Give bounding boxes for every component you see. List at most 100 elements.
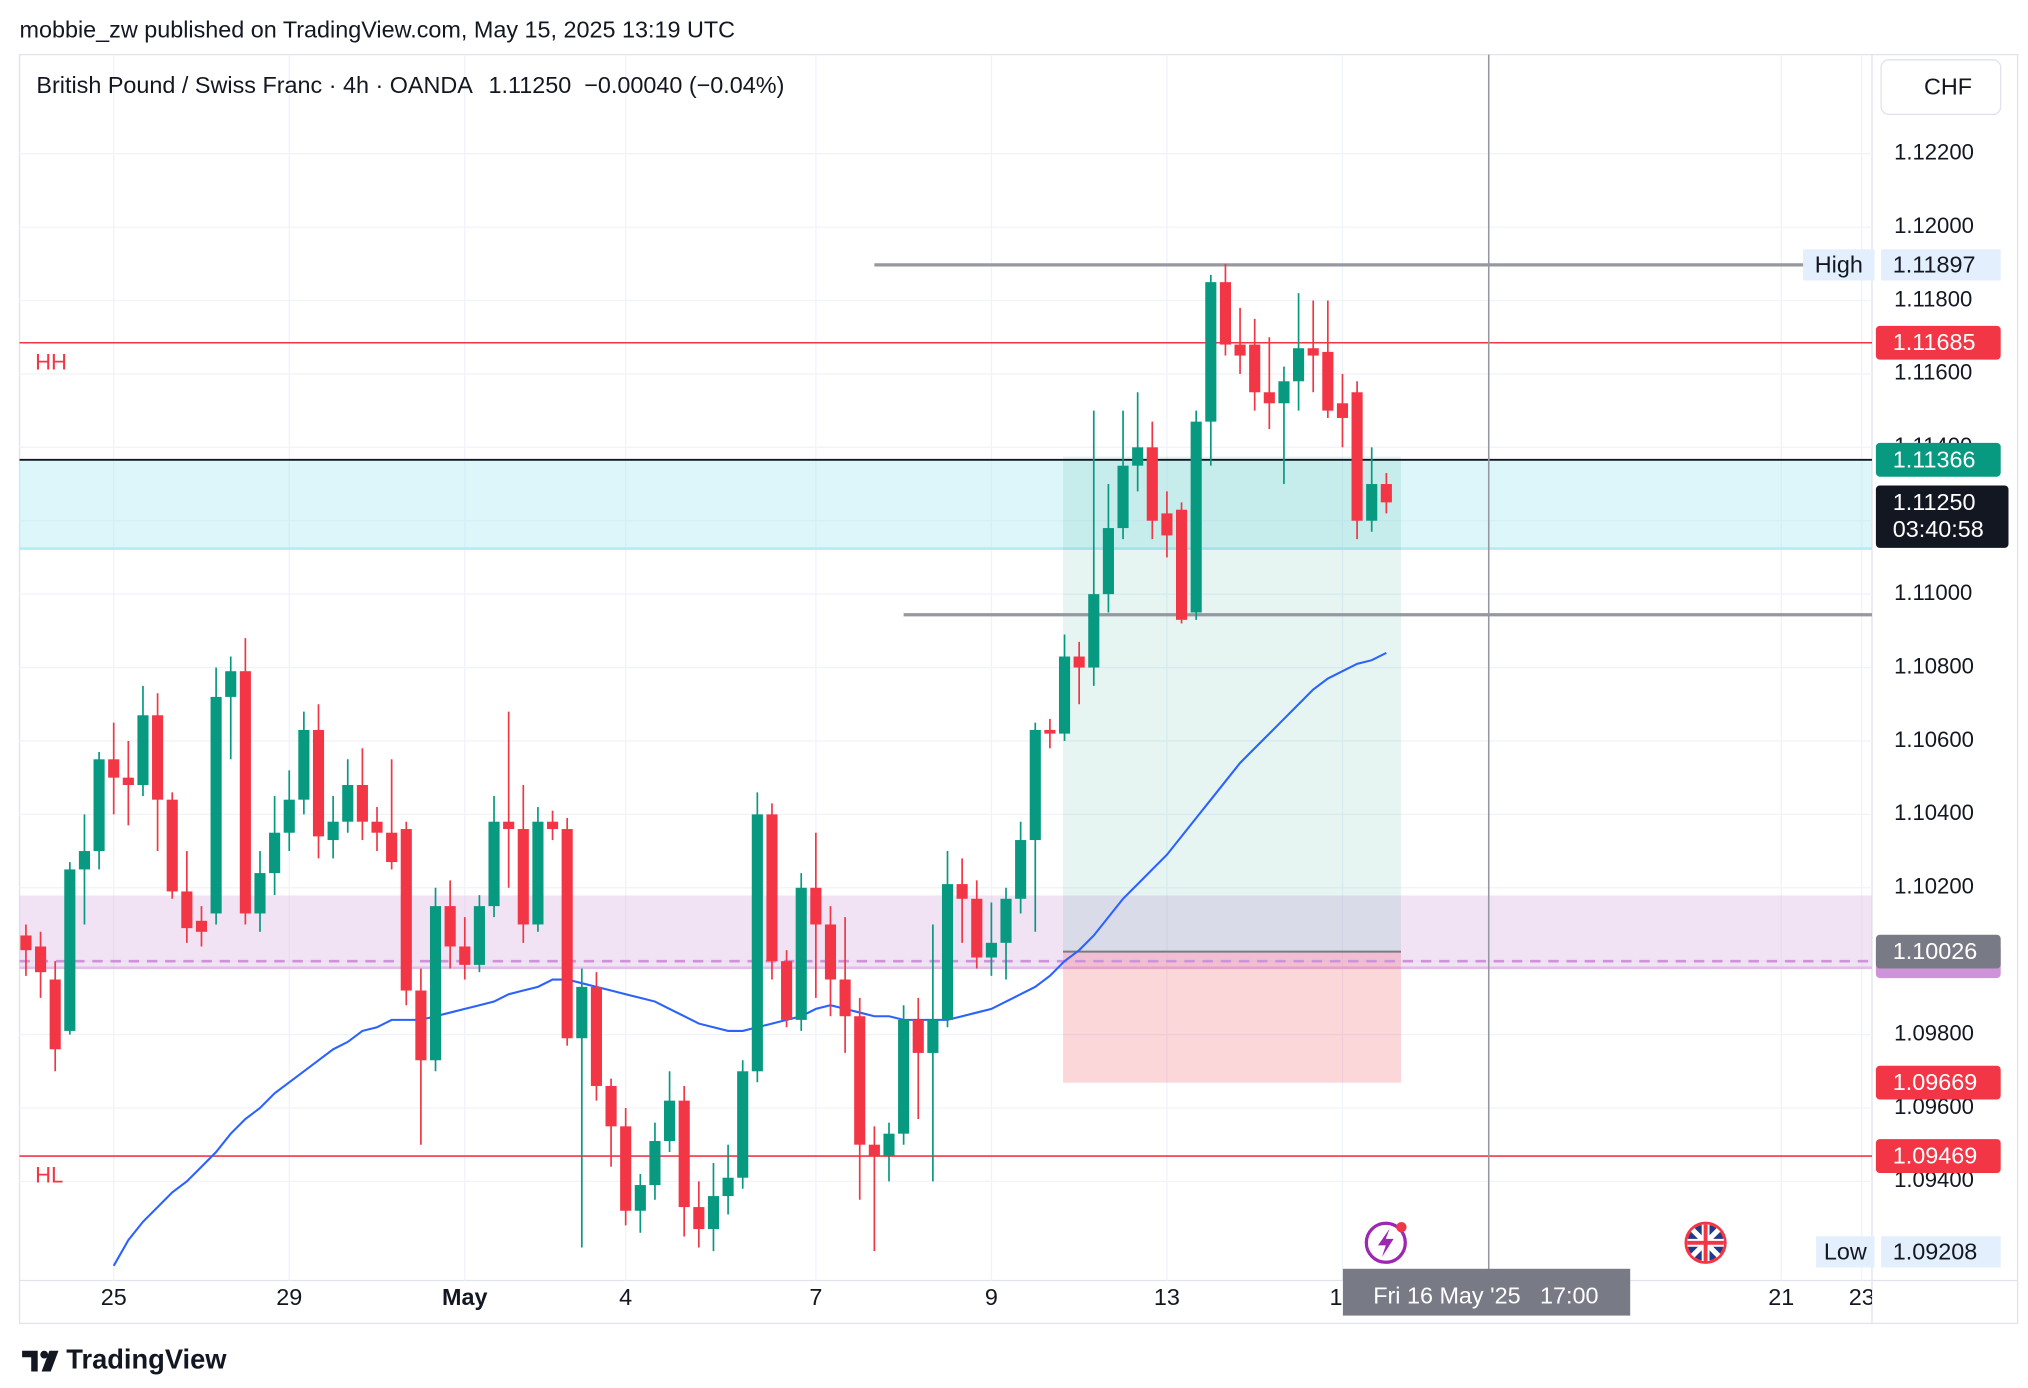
candle-body bbox=[1132, 447, 1144, 466]
candle-body bbox=[342, 784, 354, 822]
flag-cross-red bbox=[1687, 1224, 1724, 1261]
candle-body bbox=[898, 1019, 910, 1134]
candle-body bbox=[1219, 282, 1231, 345]
y-tick-label: 1.12200 bbox=[1894, 140, 1974, 165]
candle-body bbox=[839, 979, 851, 1017]
candle-body bbox=[254, 873, 266, 914]
candle-body bbox=[1249, 344, 1261, 393]
chart-frame bbox=[18, 53, 2019, 1325]
candle-body bbox=[678, 1100, 690, 1208]
candle-body bbox=[1073, 656, 1085, 668]
candle-body bbox=[956, 884, 968, 899]
candle-body bbox=[1366, 484, 1378, 521]
candle-body bbox=[707, 1196, 720, 1230]
candle-body bbox=[400, 829, 412, 991]
candle-body bbox=[546, 821, 559, 830]
candle-body bbox=[459, 946, 471, 965]
candle-body bbox=[1307, 348, 1319, 356]
candle-body bbox=[210, 696, 222, 914]
x-tick-label: 29 bbox=[276, 1284, 302, 1310]
zone bbox=[19, 459, 1872, 549]
y-tick-label: 1.09800 bbox=[1894, 1020, 1974, 1045]
entry-badge-bg bbox=[1875, 934, 2001, 969]
candle-body bbox=[737, 1071, 749, 1178]
level-badge-bg bbox=[1875, 1139, 2001, 1173]
x-tick-label: 4 bbox=[619, 1284, 632, 1310]
y-tick-label: 1.12000 bbox=[1894, 213, 1974, 238]
candle-body bbox=[108, 759, 120, 778]
entry-badge: 1.10026 bbox=[1893, 938, 1978, 964]
candle-body bbox=[1088, 594, 1100, 668]
x-tick-label: 21 bbox=[1768, 1284, 1794, 1310]
candle-body bbox=[327, 821, 339, 841]
lightning-icon[interactable] bbox=[1364, 1221, 1407, 1264]
candle-body bbox=[152, 715, 164, 800]
candle-body bbox=[386, 832, 398, 863]
candle-body bbox=[810, 887, 822, 925]
candle-body bbox=[824, 924, 837, 980]
crosshair-label-bg bbox=[1342, 1268, 1631, 1316]
candle-body bbox=[137, 715, 149, 785]
candle-body bbox=[269, 832, 281, 874]
extreme-badge-bg bbox=[1881, 249, 2001, 281]
level-name: HL bbox=[35, 1163, 63, 1188]
candle-body bbox=[781, 961, 793, 1020]
extreme-tag: High bbox=[1815, 251, 1863, 277]
x-tick-label: 7 bbox=[809, 1284, 822, 1310]
extreme-tag-bg bbox=[1816, 1236, 1875, 1268]
x-tick-label: 13 bbox=[1154, 1284, 1180, 1310]
plot-area: HH HL bbox=[19, 54, 1872, 1281]
x-tick-label: May bbox=[442, 1284, 487, 1310]
y-tick-label: 1.10400 bbox=[1894, 800, 1974, 825]
candle-body bbox=[1102, 528, 1114, 595]
candle-body bbox=[1190, 421, 1202, 613]
candle-body bbox=[868, 1144, 880, 1156]
candle-body bbox=[517, 829, 529, 925]
currency-label[interactable]: CHF bbox=[1924, 74, 1972, 100]
candle-body bbox=[941, 884, 954, 1020]
candle-body bbox=[312, 729, 325, 837]
candle-body bbox=[1205, 282, 1217, 422]
candle-body bbox=[49, 979, 61, 1050]
candle-body bbox=[634, 1185, 646, 1211]
candle-body bbox=[93, 759, 105, 852]
candle-body bbox=[1278, 381, 1290, 404]
position-loss bbox=[1063, 951, 1401, 1083]
candle-body bbox=[415, 990, 427, 1061]
candle-body bbox=[795, 887, 807, 1020]
candle-body bbox=[561, 829, 573, 1039]
y-tick-label: 1.10200 bbox=[1894, 874, 1974, 899]
uk-flag-icon[interactable] bbox=[1684, 1221, 1727, 1264]
level-badge-bg bbox=[1875, 325, 2001, 360]
logo-part bbox=[40, 1350, 49, 1359]
candle-body bbox=[1015, 840, 1027, 899]
candle-body bbox=[195, 920, 208, 932]
candle-body bbox=[225, 671, 237, 697]
candle-body bbox=[371, 821, 383, 833]
candle-body bbox=[35, 946, 47, 973]
extreme-badge-bg bbox=[1881, 1236, 2001, 1268]
candle-body bbox=[912, 1019, 924, 1053]
currency-button[interactable] bbox=[1880, 59, 2002, 116]
y-tick-label: 1.10600 bbox=[1894, 727, 1974, 752]
candle-body bbox=[532, 821, 544, 925]
candle-body bbox=[298, 729, 310, 800]
y-tick-label: 1.10800 bbox=[1894, 653, 1974, 678]
change-text: −0.00040 (−0.04%) bbox=[584, 72, 784, 98]
position-profit bbox=[1063, 456, 1401, 952]
y-tick-label: 1.11000 bbox=[1894, 580, 1972, 605]
logo-part bbox=[41, 1350, 59, 1372]
candle-body bbox=[1117, 465, 1129, 529]
candle-body bbox=[590, 986, 602, 1086]
time-axis: 25 29 May 4 7 9 13 15 21 23 bbox=[101, 1284, 1872, 1310]
candle-body bbox=[1175, 509, 1188, 620]
publisher-line: mobbie_zw published on TradingView.com, … bbox=[20, 16, 736, 42]
candle-body bbox=[1029, 729, 1041, 841]
candle-body bbox=[444, 906, 456, 947]
candle-body bbox=[1234, 344, 1246, 356]
candle-body bbox=[429, 906, 442, 1061]
y-tick-label: 1.11800 bbox=[1894, 286, 1972, 311]
symbol-title: British Pound / Swiss Franc · 4h · OANDA bbox=[36, 72, 473, 98]
level-name: HH bbox=[35, 349, 67, 374]
